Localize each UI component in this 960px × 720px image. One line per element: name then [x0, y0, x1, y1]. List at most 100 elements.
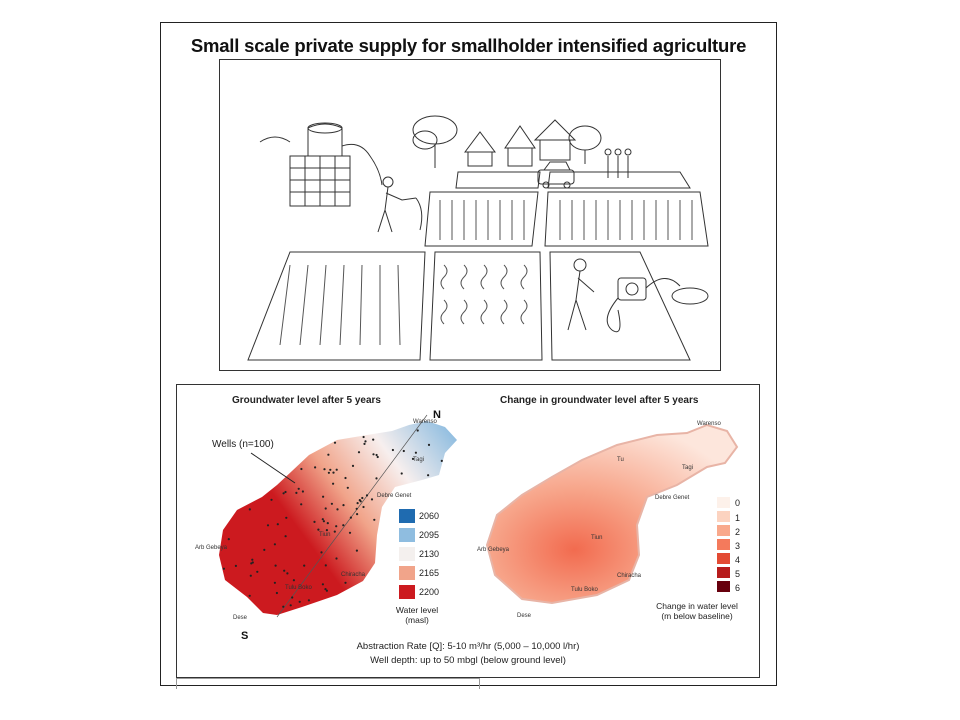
right-legend-value: 3 [735, 541, 741, 551]
well-point [274, 564, 277, 567]
car-drawing [537, 161, 575, 189]
well-point [375, 453, 378, 457]
well-point [295, 491, 298, 494]
right-legend-swatches [717, 497, 730, 592]
well-point [286, 572, 289, 575]
well-point [416, 429, 419, 432]
well-point [375, 477, 378, 480]
place-label: Warenso [413, 419, 437, 425]
left-legend-value: 2060 [419, 511, 440, 521]
wells-pointer [250, 452, 296, 484]
well-point [372, 453, 375, 456]
well-point [325, 589, 328, 592]
well-point [322, 520, 325, 523]
wells-label: Wells (n=100) [212, 439, 274, 450]
north-label: N [433, 409, 441, 421]
place-label: Tulu Boko [571, 587, 598, 593]
well-point [300, 467, 303, 471]
left-legend-caption-line1: Water level [395, 605, 439, 615]
well-point [282, 605, 285, 608]
left-legend-caption: Water level (masl) [387, 605, 447, 625]
well-point [335, 557, 338, 560]
well-point [326, 522, 329, 525]
well-depth-text: Well depth: up to 50 mbgl (below ground … [370, 655, 566, 666]
page-title: Small scale private supply for smallhold… [190, 35, 747, 56]
place-label: Debre Genet [655, 495, 690, 501]
well-point [342, 504, 345, 507]
left-legend-swatch [399, 528, 415, 542]
well-point [349, 516, 352, 519]
well-point [322, 495, 325, 498]
place-label: Warenso [697, 421, 721, 427]
well-point [362, 505, 365, 509]
left-legend-swatch [399, 509, 415, 523]
well-point [400, 472, 403, 475]
well-point [376, 455, 379, 459]
place-label: Dese [517, 613, 532, 619]
well-point [317, 528, 320, 531]
well-point [284, 535, 287, 538]
right-legend-swatch [717, 581, 730, 592]
well-point [313, 520, 316, 523]
place-label: Dese [233, 615, 248, 621]
well-point [332, 471, 335, 474]
right-legend-value: 6 [735, 583, 741, 593]
well-point [307, 599, 310, 602]
well-point [402, 449, 405, 453]
well-point [324, 588, 327, 591]
well-point [440, 459, 443, 462]
well-point [284, 490, 287, 494]
well-point [362, 435, 365, 439]
well-point [292, 579, 295, 582]
place-label: Debre Genet [377, 493, 412, 499]
well-point [222, 567, 225, 570]
lower-crops-drawing [279, 264, 528, 346]
well-point [291, 596, 294, 599]
place-label: Tiun [591, 535, 603, 541]
well-point [321, 583, 324, 586]
well-point [330, 502, 333, 505]
well-point [249, 574, 252, 577]
left-map-area [219, 421, 457, 615]
right-legend-swatch [717, 553, 730, 564]
right-map-title: Change in groundwater level after 5 year… [500, 395, 699, 406]
well-point [283, 569, 286, 572]
farmer-with-pump-drawing [567, 258, 709, 333]
well-point [300, 503, 303, 506]
well-point [234, 564, 237, 567]
well-point [251, 558, 254, 561]
well-point [297, 487, 300, 490]
farm-illustration [219, 59, 721, 371]
well-point [355, 549, 358, 552]
right-legend-value: 2 [735, 527, 741, 537]
well-points [222, 429, 443, 608]
well-point [370, 498, 374, 501]
well-point [285, 516, 288, 519]
place-label: Tu [617, 457, 624, 463]
left-legend-value: 2165 [419, 568, 440, 578]
groundwater-maps-panel: Groundwater level after 5 years Change i… [176, 384, 760, 678]
well-point [227, 538, 230, 541]
left-legend-swatch [399, 585, 415, 599]
well-point [342, 524, 345, 527]
water-tank-drawing [289, 122, 383, 207]
well-point [324, 564, 327, 567]
well-point [356, 502, 359, 505]
well-point [335, 468, 338, 471]
well-point [273, 543, 276, 546]
well-point [256, 570, 259, 573]
left-legend-caption-line2: (masl) [405, 615, 429, 625]
well-point [356, 513, 359, 516]
farmer-with-hose-drawing [377, 176, 423, 233]
well-point [336, 508, 339, 511]
right-legend-swatch [717, 497, 730, 508]
well-point [373, 518, 376, 521]
left-legend-swatches [399, 509, 415, 599]
transect-line [276, 414, 428, 618]
village-drawing [259, 115, 602, 168]
well-point [298, 600, 301, 603]
well-point [282, 492, 285, 495]
left-legend-value: 2095 [419, 530, 440, 540]
left-legend-swatch [399, 566, 415, 580]
right-legend-caption-line1: Change in water level [656, 601, 738, 611]
